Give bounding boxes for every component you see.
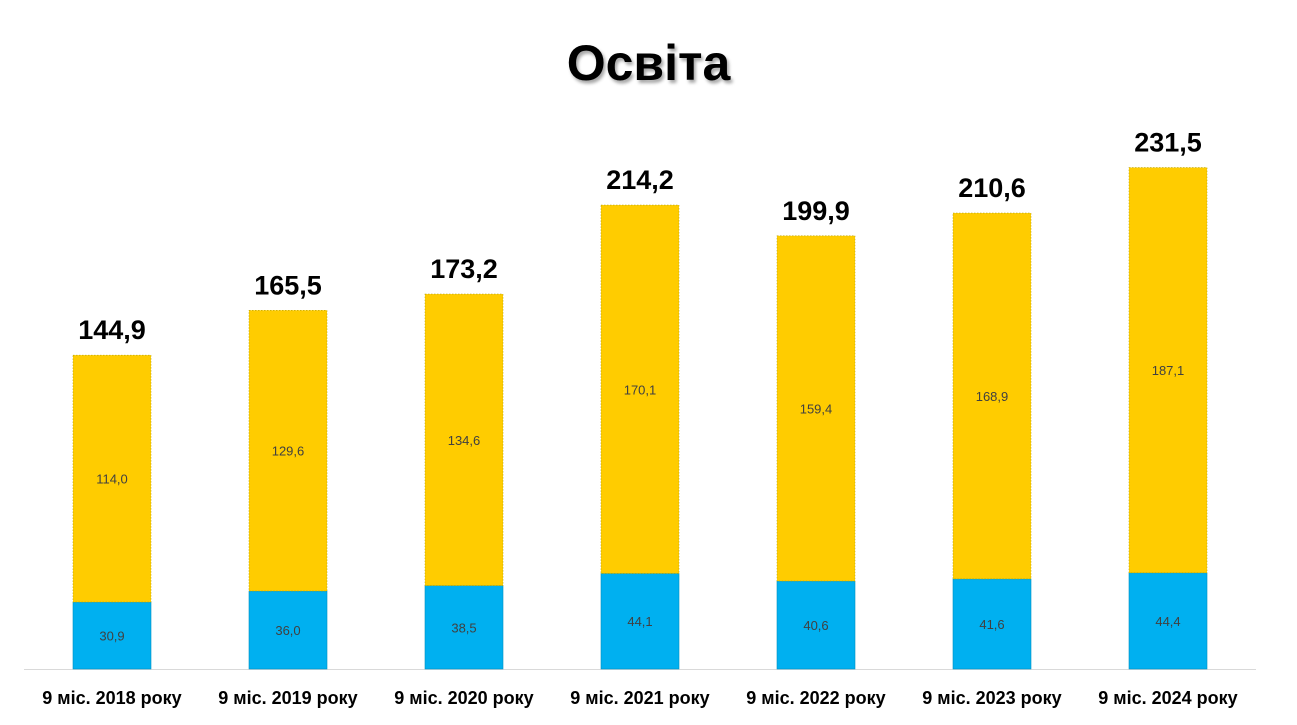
total-value-label: 165,5: [254, 270, 322, 300]
bar-segment: [1128, 572, 1208, 670]
bar-segment: [248, 590, 328, 670]
x-tick-label: 9 міс. 2019 року: [218, 688, 357, 708]
segment-value-label: 38,5: [451, 620, 476, 635]
bar-segment: [776, 580, 856, 670]
bar-segment: [72, 601, 152, 670]
x-tick-label: 9 міс. 2021 року: [570, 688, 709, 708]
total-value-label: 199,9: [782, 196, 850, 226]
segment-value-label: 44,4: [1155, 614, 1180, 629]
x-tick-label: 9 міс. 2018 року: [42, 688, 181, 708]
segment-value-label: 44,1: [627, 614, 652, 629]
segment-value-label: 36,0: [275, 623, 300, 638]
segment-value-label: 187,1: [1152, 363, 1185, 378]
bar-segment: [248, 310, 328, 592]
bar-segment: [952, 212, 1032, 580]
bar-segment: [600, 204, 680, 574]
segment-value-label: 40,6: [803, 618, 828, 633]
segment-value-label: 41,6: [979, 617, 1004, 632]
total-value-label: 210,6: [958, 173, 1026, 203]
x-tick-label: 9 міс. 2022 року: [746, 688, 885, 708]
bar-segment: [776, 235, 856, 582]
total-value-label: 144,9: [78, 315, 146, 345]
bar-segment: [424, 293, 504, 586]
x-tick-label: 9 міс. 2023 року: [922, 688, 1061, 708]
segment-value-label: 134,6: [448, 433, 481, 448]
x-tick-label: 9 міс. 2024 року: [1098, 688, 1237, 708]
segment-value-label: 168,9: [976, 389, 1009, 404]
bar-segment: [600, 573, 680, 670]
chart-title: Освіта: [566, 35, 731, 91]
total-value-label: 214,2: [606, 165, 674, 195]
bar-segment: [72, 354, 152, 603]
segment-value-label: 114,0: [96, 472, 128, 487]
segment-value-label: 129,6: [272, 444, 305, 459]
segment-value-label: 30,9: [99, 629, 124, 644]
bar-segment: [952, 578, 1032, 670]
x-tick-label: 9 міс. 2020 року: [394, 688, 533, 708]
segment-value-label: 159,4: [800, 401, 833, 416]
segment-value-label: 170,1: [624, 382, 657, 397]
bar-segment: [1128, 167, 1208, 574]
total-value-label: 173,2: [430, 254, 498, 284]
total-value-label: 231,5: [1134, 128, 1202, 158]
